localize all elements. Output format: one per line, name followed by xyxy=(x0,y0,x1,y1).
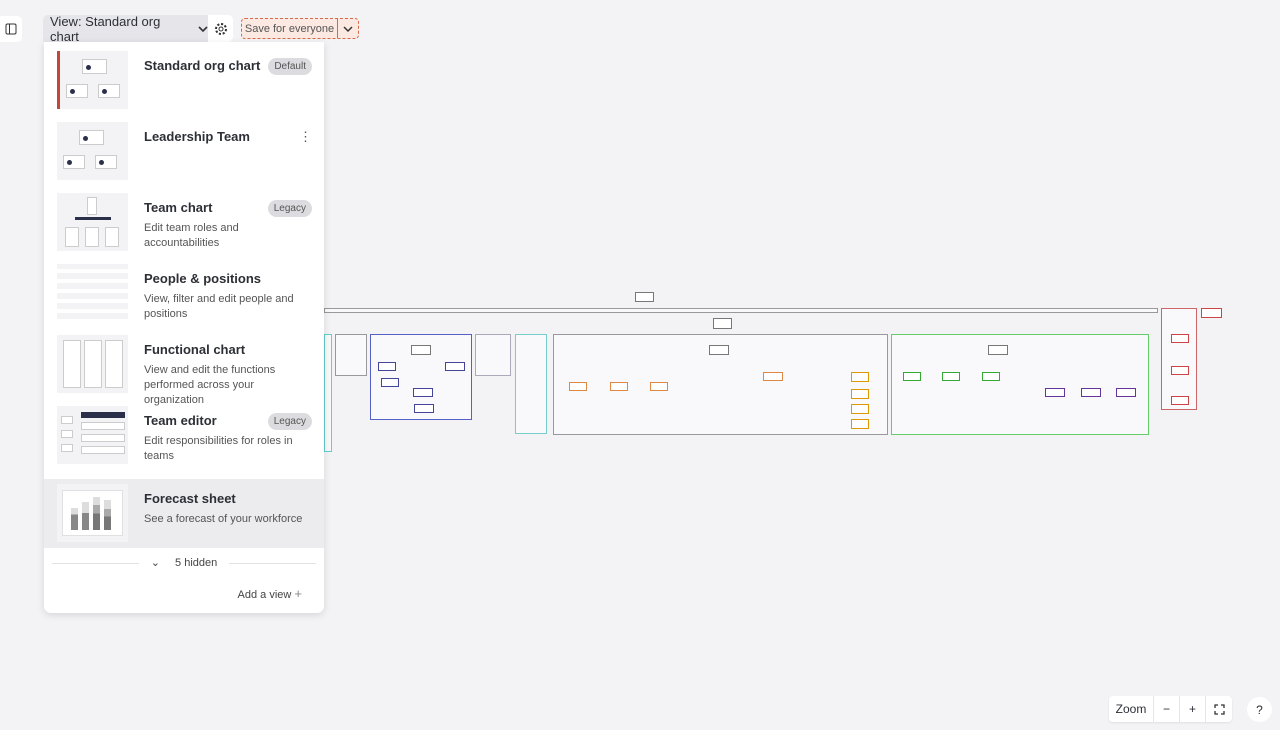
save-for-everyone-button[interactable]: Save for everyone xyxy=(242,19,338,38)
show-hidden-views-button[interactable]: ⌄ 5 hidden xyxy=(52,556,316,569)
item-title: Functional chart xyxy=(144,342,246,357)
view-label: View: Standard org chart xyxy=(50,13,161,44)
item-description: Edit responsibilities for roles in teams xyxy=(144,435,293,462)
save-split-button[interactable]: Save for everyone xyxy=(241,18,359,39)
fullscreen-icon xyxy=(1213,703,1225,715)
fit-screen-button[interactable] xyxy=(1206,696,1232,722)
add-view-label: Add a view xyxy=(237,589,292,601)
item-title: Leadership Team xyxy=(144,129,250,144)
help-button[interactable]: ? xyxy=(1247,697,1272,722)
sidebar-icon xyxy=(5,23,17,35)
item-description: See a forecast of your workforce xyxy=(144,513,303,525)
item-description: View and edit the functions performed ac… xyxy=(144,364,276,406)
add-view-button[interactable]: Add a view + xyxy=(238,586,302,601)
zoom-label: Zoom xyxy=(1109,696,1154,722)
table-thumbnail xyxy=(57,264,128,322)
item-description: Edit team roles and accountabilities xyxy=(144,222,239,249)
functional-chart-thumbnail xyxy=(57,335,128,393)
view-settings-button[interactable] xyxy=(208,15,233,42)
plus-icon: + xyxy=(294,586,302,601)
view-item-forecast-sheet[interactable]: Forecast sheet See a forecast of your wor… xyxy=(44,479,324,548)
legacy-badge: Legacy xyxy=(267,413,312,430)
zoom-controls: Zoom − + xyxy=(1109,696,1232,722)
hidden-count: 5 hidden xyxy=(169,557,224,569)
view-item-team-editor[interactable]: Team editor Edit responsibilities for rol… xyxy=(44,401,324,472)
chevron-down-icon: ⌄ xyxy=(144,557,166,569)
team-editor-thumbnail xyxy=(57,406,128,464)
zoom-out-button[interactable]: − xyxy=(1154,696,1180,722)
toggle-sidebar-button[interactable] xyxy=(0,16,22,42)
gear-icon xyxy=(214,22,227,35)
chevron-down-icon xyxy=(198,25,208,32)
view-item-team-chart[interactable]: Team chart Edit team roles and accountabi… xyxy=(44,188,324,259)
chevron-down-icon xyxy=(343,25,353,32)
item-title: Standard org chart xyxy=(144,58,261,73)
legacy-badge: Legacy xyxy=(267,200,312,217)
default-badge: Default xyxy=(268,58,312,75)
more-options-icon[interactable]: ⋮ xyxy=(299,129,312,144)
view-item-functional-chart[interactable]: Functional chart View and edit the functi… xyxy=(44,330,324,406)
org-chart-thumbnail xyxy=(57,51,128,109)
item-title: People & positions xyxy=(144,271,262,286)
zoom-in-button[interactable]: + xyxy=(1180,696,1206,722)
view-item-leadership-team[interactable]: Leadership Team ⋮ xyxy=(44,117,324,188)
view-item-standard-org-chart[interactable]: Standard org chart Default xyxy=(44,46,324,117)
save-options-dropdown[interactable] xyxy=(338,19,358,38)
item-description: View, filter and edit people and positio… xyxy=(144,293,294,320)
item-title: Team editor xyxy=(144,413,217,428)
view-menu: Standard org chart Default Leadership Te… xyxy=(44,42,324,613)
org-chart-thumbnail xyxy=(57,122,128,180)
forecast-thumbnail xyxy=(57,484,128,542)
item-title: Forecast sheet xyxy=(144,491,236,506)
view-selector-button[interactable]: View: Standard org chart xyxy=(43,13,208,44)
item-title: Team chart xyxy=(144,200,213,215)
view-item-people-positions[interactable]: People & positions View, filter and edit … xyxy=(44,259,324,330)
team-chart-thumbnail xyxy=(57,193,128,251)
